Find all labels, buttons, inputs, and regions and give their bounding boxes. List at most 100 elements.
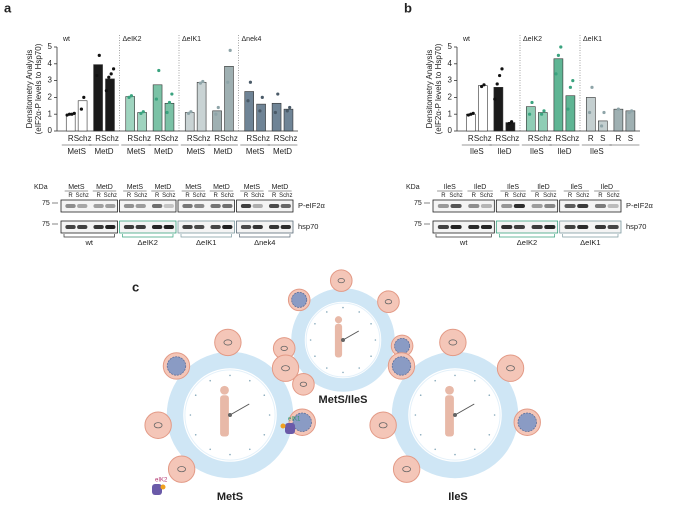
subgroup-label: IleS — [590, 147, 604, 156]
clock-hand — [342, 330, 359, 341]
x-tick-label: R — [95, 134, 101, 143]
lane-category: R — [272, 193, 277, 199]
blot-band — [252, 204, 263, 208]
lane-category: Schz — [193, 193, 206, 199]
parasite-cell — [214, 328, 242, 357]
clock-dot — [434, 379, 437, 382]
subgroup-label: MetS — [186, 147, 205, 156]
diagram — [144, 269, 541, 495]
data-point — [70, 112, 74, 116]
clock-dot — [309, 339, 312, 341]
ring-stage — [280, 345, 288, 351]
data-point — [167, 100, 172, 105]
clock-dot — [488, 394, 491, 397]
group-label: ΔeIK1 — [182, 36, 201, 43]
x-tick-label: Schz — [534, 134, 552, 143]
bar — [625, 110, 636, 132]
x-tick-label: Schz — [101, 134, 119, 143]
row-label: hsp70 — [298, 222, 318, 231]
strain-label: ΔeIK1 — [580, 238, 600, 247]
row-label: P-eIF2α — [626, 201, 654, 210]
kda-label: KDa — [34, 184, 48, 191]
clock-dot — [249, 448, 251, 451]
subgroup-label: IleD — [557, 147, 571, 156]
blot-band — [564, 204, 576, 208]
y-tick-label: 5 — [448, 42, 453, 51]
clock-dot — [488, 434, 491, 436]
panel-label: b — [404, 0, 412, 15]
blot-band — [501, 225, 513, 229]
bar — [196, 81, 207, 132]
lane-category: R — [472, 193, 477, 199]
kinase-icon — [285, 423, 295, 434]
data-point — [285, 109, 289, 113]
clock-dot — [194, 434, 197, 436]
clock-center — [228, 413, 232, 417]
data-point — [258, 109, 262, 113]
subgroup-label: IleD — [497, 147, 511, 156]
strain-bracket — [63, 234, 115, 238]
data-point — [260, 95, 264, 99]
data-point — [627, 110, 631, 115]
lane-category: Schz — [279, 193, 292, 199]
kinase-icon — [152, 484, 162, 495]
diagram-label: IleS — [448, 491, 468, 503]
x-tick-label: R — [127, 134, 133, 143]
blot-band — [151, 225, 163, 229]
data-point — [498, 73, 502, 78]
blot-strip — [432, 199, 495, 213]
bar — [164, 102, 175, 132]
clock-dot — [414, 414, 417, 416]
data-point — [600, 124, 604, 128]
x-tick-label: R — [496, 134, 502, 143]
data-point — [616, 107, 621, 111]
x-tick-label: R — [187, 134, 193, 143]
blot-band — [135, 204, 146, 208]
data-point — [469, 112, 473, 116]
blot-band — [480, 204, 493, 208]
y-tick-label: 5 — [48, 42, 53, 51]
clock-dot — [474, 448, 476, 451]
data-point — [495, 82, 499, 86]
clock-hand — [229, 403, 250, 416]
data-point — [127, 95, 131, 99]
data-point — [82, 95, 86, 99]
blot-strip — [495, 220, 559, 234]
parasite-cell — [369, 411, 397, 439]
strain-bracket — [180, 234, 232, 238]
x-tick-label: Schz — [193, 134, 211, 143]
data-point — [72, 111, 76, 115]
blot-band — [105, 204, 116, 208]
y-tick-label: 4 — [48, 59, 53, 68]
blot-band — [531, 225, 543, 229]
row-label: hsp70 — [626, 222, 646, 231]
blot-band — [182, 225, 193, 229]
lane-label: MetD — [96, 184, 113, 191]
x-tick-label: Schz — [74, 134, 92, 143]
bar — [465, 113, 476, 132]
clock-dot — [229, 374, 231, 377]
ring-stage — [506, 365, 515, 372]
clock-hand — [454, 403, 475, 416]
blot-band — [577, 225, 589, 229]
parasite-cell — [167, 455, 196, 483]
data-point — [67, 112, 72, 116]
data-point — [510, 120, 514, 124]
x-tick-label: R — [155, 134, 161, 143]
data-point — [65, 113, 69, 117]
blot-strip — [559, 220, 622, 234]
blot-band — [531, 204, 543, 208]
y-axis-label: Densitometry Analysis — [425, 50, 434, 129]
blot-band — [437, 204, 449, 208]
data-point — [630, 109, 634, 113]
clock-dot — [314, 355, 316, 358]
blot-band — [468, 225, 480, 229]
ring-stage — [281, 365, 290, 372]
lane-label: IleS — [570, 184, 582, 191]
data-point — [568, 85, 573, 89]
ring-stage — [177, 466, 186, 473]
x-tick-label: S — [628, 134, 633, 143]
blot-strip — [60, 199, 118, 213]
clock-dot — [342, 306, 344, 309]
x-tick-label: S — [600, 134, 605, 143]
